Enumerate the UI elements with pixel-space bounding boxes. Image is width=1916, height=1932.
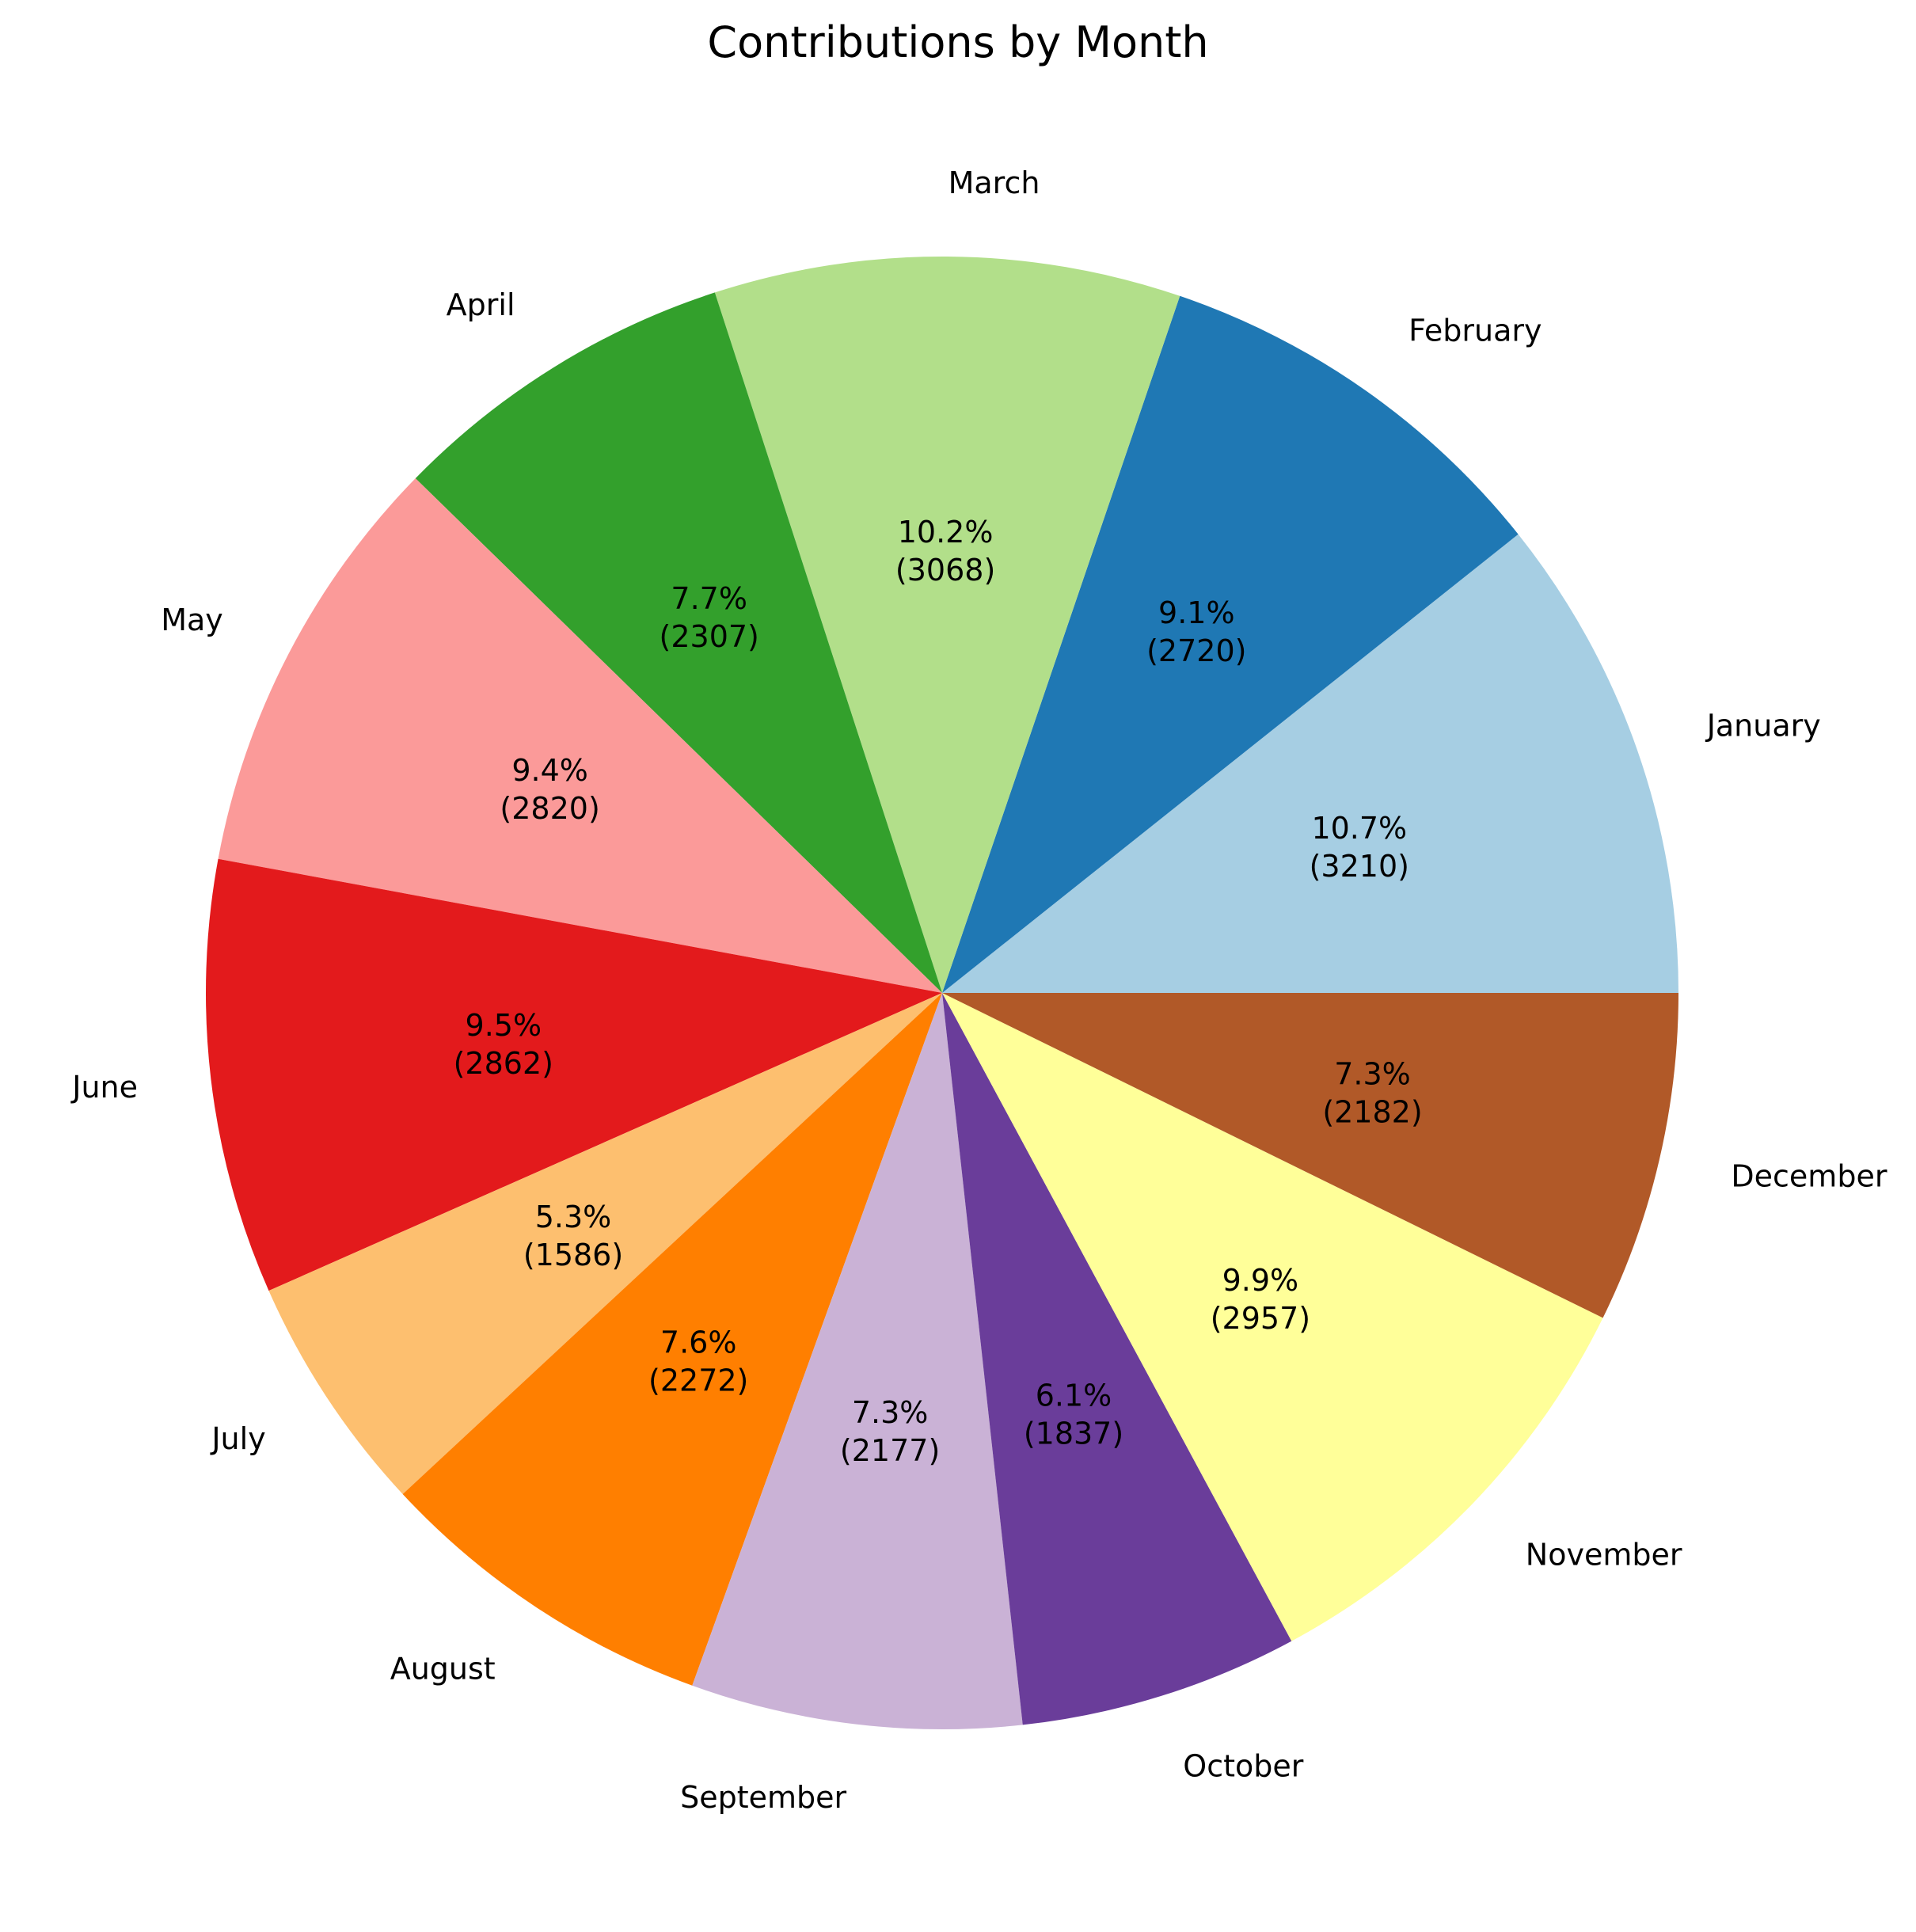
slice-value-november: (2957)	[1211, 1301, 1310, 1336]
slice-value-july: (1586)	[523, 1238, 623, 1272]
pie-slice-july	[268, 993, 943, 1494]
slice-value-february: (2720)	[1146, 633, 1246, 668]
pie-slices	[206, 256, 1678, 1729]
slice-label-june: June	[70, 1070, 138, 1105]
slice-percent-january: 10.7%	[1311, 811, 1407, 846]
slice-label-july: July	[210, 1421, 265, 1456]
slice-percent-december: 7.3%	[1334, 1056, 1411, 1091]
slice-percent-august: 7.6%	[660, 1325, 737, 1360]
slice-percent-september: 7.3%	[852, 1395, 929, 1430]
pie-slice-may	[218, 478, 942, 993]
pie-slice-june	[206, 858, 942, 1291]
pie-slice-march	[714, 256, 1180, 993]
slice-value-june: (2862)	[454, 1046, 553, 1081]
slice-label-april: April	[447, 287, 515, 322]
slice-value-march: (3068)	[895, 553, 995, 588]
slice-label-may: May	[161, 603, 223, 637]
slice-percent-june: 9.5%	[466, 1008, 542, 1043]
slice-percent-march: 10.2%	[898, 515, 994, 550]
slice-label-march: March	[948, 165, 1040, 200]
pie-slice-august	[402, 993, 942, 1686]
slice-percent-october: 6.1%	[1036, 1379, 1112, 1413]
chart-title: Contributions by Month	[707, 17, 1209, 67]
pie-slice-april	[415, 292, 942, 993]
slice-label-august: August	[390, 1651, 496, 1686]
slice-label-november: November	[1526, 1538, 1682, 1573]
slice-percent-july: 5.3%	[535, 1200, 612, 1234]
slice-value-august: (2272)	[648, 1363, 748, 1398]
pie-slice-september	[692, 993, 1023, 1729]
pie-slice-january	[942, 534, 1678, 993]
slice-value-may: (2820)	[500, 791, 599, 826]
slice-label-february: February	[1408, 314, 1542, 348]
slice-value-september: (2177)	[840, 1433, 940, 1468]
pie-slice-october	[942, 993, 1292, 1725]
pie-slice-november	[942, 993, 1603, 1641]
slice-label-december: December	[1731, 1159, 1887, 1194]
slice-value-april: (2307)	[660, 619, 759, 654]
slice-percent-november: 9.9%	[1222, 1263, 1299, 1298]
pie-slice-december	[942, 993, 1678, 1318]
slice-percent-april: 7.7%	[671, 581, 747, 616]
slice-value-january: (3210)	[1310, 849, 1409, 884]
slice-value-december: (2182)	[1322, 1094, 1422, 1129]
slice-value-october: (1837)	[1024, 1417, 1123, 1451]
pie-slice-february	[942, 295, 1519, 993]
slice-percent-february: 9.1%	[1158, 595, 1235, 630]
slice-percent-may: 9.4%	[511, 753, 588, 788]
slice-label-october: October	[1183, 1749, 1303, 1784]
slice-label-september: September	[680, 1780, 846, 1815]
slice-label-january: January	[1705, 709, 1821, 744]
pie-labels: January 10.7%(3210) February 9.1%(2720) Marc…	[70, 165, 1887, 1815]
